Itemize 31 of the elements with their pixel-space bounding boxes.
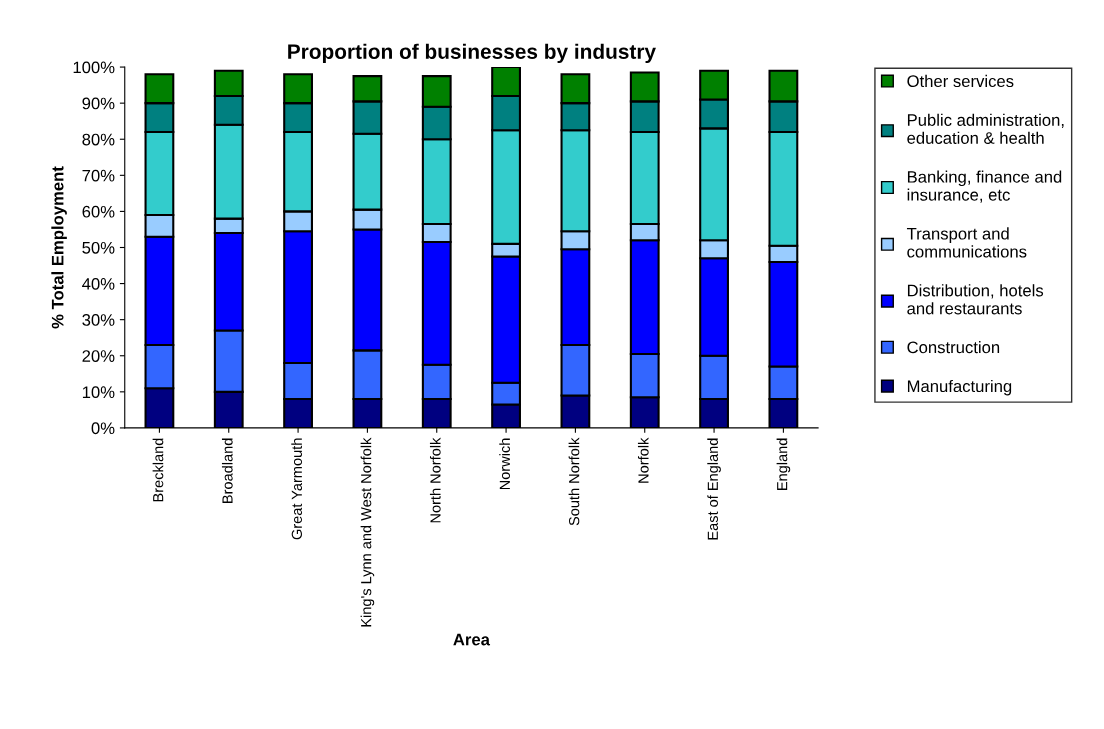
x-tick-label: England: [776, 438, 791, 490]
x-axis-title: Area: [453, 633, 491, 646]
y-tick-label: 60%: [82, 205, 115, 218]
legend-label: Construction: [907, 341, 1000, 354]
y-tick-label: 40%: [82, 277, 115, 290]
legend-label: Transport and communications: [906, 227, 1027, 258]
y-tick-label: 90%: [82, 97, 115, 110]
x-tick-label: Breckland: [152, 438, 164, 502]
x-tick-label: South Norfolk: [568, 437, 580, 526]
y-tick-label: 100%: [73, 61, 115, 74]
legend-label: Banking, finance and insurance, etc: [907, 170, 1062, 203]
x-tick-label: North Norfolk: [429, 437, 441, 523]
y-tick-label: 70%: [82, 169, 115, 182]
legend-label: Manufacturing: [907, 379, 1012, 396]
legend-label: Other services: [907, 74, 1014, 88]
y-tick-label: 80%: [82, 133, 115, 146]
x-tick-label: Broadland: [221, 438, 233, 503]
legend-label: Distribution, hotels and restaurants: [907, 284, 1044, 315]
y-axis-title: % Total Employment: [51, 166, 67, 329]
x-tick-label: Norwich: [499, 438, 510, 490]
x-tick-label: Great Yarmouth: [291, 438, 302, 540]
y-tick-label: 10%: [82, 386, 115, 399]
y-tick-label: 30%: [82, 314, 115, 326]
x-tick-label: East of England: [707, 438, 721, 540]
y-tick-label: 20%: [82, 350, 115, 362]
legend-label: Public administration, education & health: [907, 113, 1064, 144]
y-tick-label: 50%: [82, 241, 115, 254]
y-tick-label: 0%: [91, 422, 115, 435]
x-tick-label: King's Lynn and West Norfolk: [360, 437, 375, 627]
chart-title: Proportion of businesses by industry: [288, 43, 656, 64]
x-tick-label: Norfolk: [637, 437, 649, 483]
